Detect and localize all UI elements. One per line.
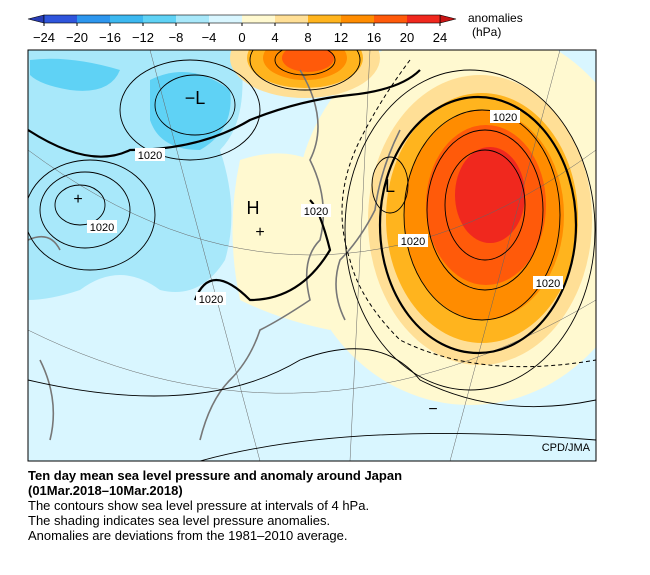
colorbar-segment — [308, 15, 341, 23]
caption-line: Anomalies are deviations from the 1981–2… — [28, 528, 347, 543]
colorbar-segment — [242, 15, 275, 23]
contour-label-bg — [87, 220, 117, 233]
colorbar-segment — [44, 15, 77, 23]
colorbar-tick-label: 8 — [304, 30, 311, 45]
colorbar-segment — [374, 15, 407, 23]
colorbar-tick-label: 0 — [238, 30, 245, 45]
contour-label-bg — [533, 276, 563, 289]
map-label: + — [73, 191, 82, 208]
map-frame — [27, 49, 597, 462]
contour-label: 1020 — [90, 222, 114, 234]
colorbar-tick-label: −8 — [169, 30, 184, 45]
colorbar-tick-label: 4 — [271, 30, 278, 45]
map — [28, 50, 596, 461]
colorbar-tick-label: −12 — [132, 30, 154, 45]
colorbar-segment — [176, 15, 209, 23]
caption-title: Ten day mean sea level pressure and anom… — [28, 468, 402, 483]
contour-label: 1020 — [536, 278, 560, 290]
colorbar-segment — [341, 15, 374, 23]
map-label: L — [385, 176, 395, 196]
colorbar-segment — [275, 15, 308, 23]
colorbar-tick-label: −4 — [202, 30, 217, 45]
caption-line: The shading indicates sea level pressure… — [28, 513, 330, 528]
map-label: H — [247, 198, 260, 218]
colorbar-segment — [143, 15, 176, 23]
contour-label: 1020 — [304, 206, 328, 218]
map-label: −L — [185, 88, 206, 108]
caption-period: (01Mar.2018–10Mar.2018) — [28, 483, 183, 498]
contour-label-bg — [398, 234, 428, 247]
contour-label: 1020 — [493, 112, 517, 124]
contour-labels: 1020 1020 1020 1020 1020 1020 1020 — [87, 110, 563, 306]
colorbar-segment — [110, 15, 143, 23]
map-label: − — [428, 401, 437, 418]
colorbar: −24 −20 −16 −12 −8 −4 0 4 8 12 16 20 24 — [27, 14, 457, 45]
contour-label-bg — [301, 204, 331, 217]
colorbar-high — [439, 14, 457, 24]
colorbar-segment — [209, 15, 242, 23]
shade — [150, 72, 231, 150]
shade — [455, 147, 525, 243]
credit: CPD/JMA — [542, 442, 591, 454]
colorbar-segment — [77, 15, 110, 23]
colorbar-low — [27, 14, 45, 24]
colorbar-tick-label: 24 — [433, 30, 447, 45]
contour-label-bg — [196, 292, 226, 305]
colorbar-tick-label: −24 — [33, 30, 55, 45]
contour-label: 1020 — [138, 150, 162, 162]
shade — [30, 58, 120, 91]
map-label: + — [255, 224, 264, 241]
contour-label: 1020 — [199, 294, 223, 306]
contour-label-bg — [135, 148, 165, 161]
colorbar-unit: (hPa) — [472, 25, 501, 39]
colorbar-tick-label: 20 — [400, 30, 414, 45]
colorbar-segment — [407, 15, 440, 23]
shade — [282, 50, 334, 72]
colorbar-tick-label: 16 — [367, 30, 381, 45]
caption-line: The contours show sea level pressure at … — [28, 498, 369, 513]
colorbar-title: anomalies — [468, 11, 523, 25]
colorbar-tick-label: −16 — [99, 30, 121, 45]
contour-label: 1020 — [401, 236, 425, 248]
contour-label-bg — [490, 110, 520, 123]
colorbar-tick-label: 12 — [334, 30, 348, 45]
colorbar-tick-label: −20 — [66, 30, 88, 45]
